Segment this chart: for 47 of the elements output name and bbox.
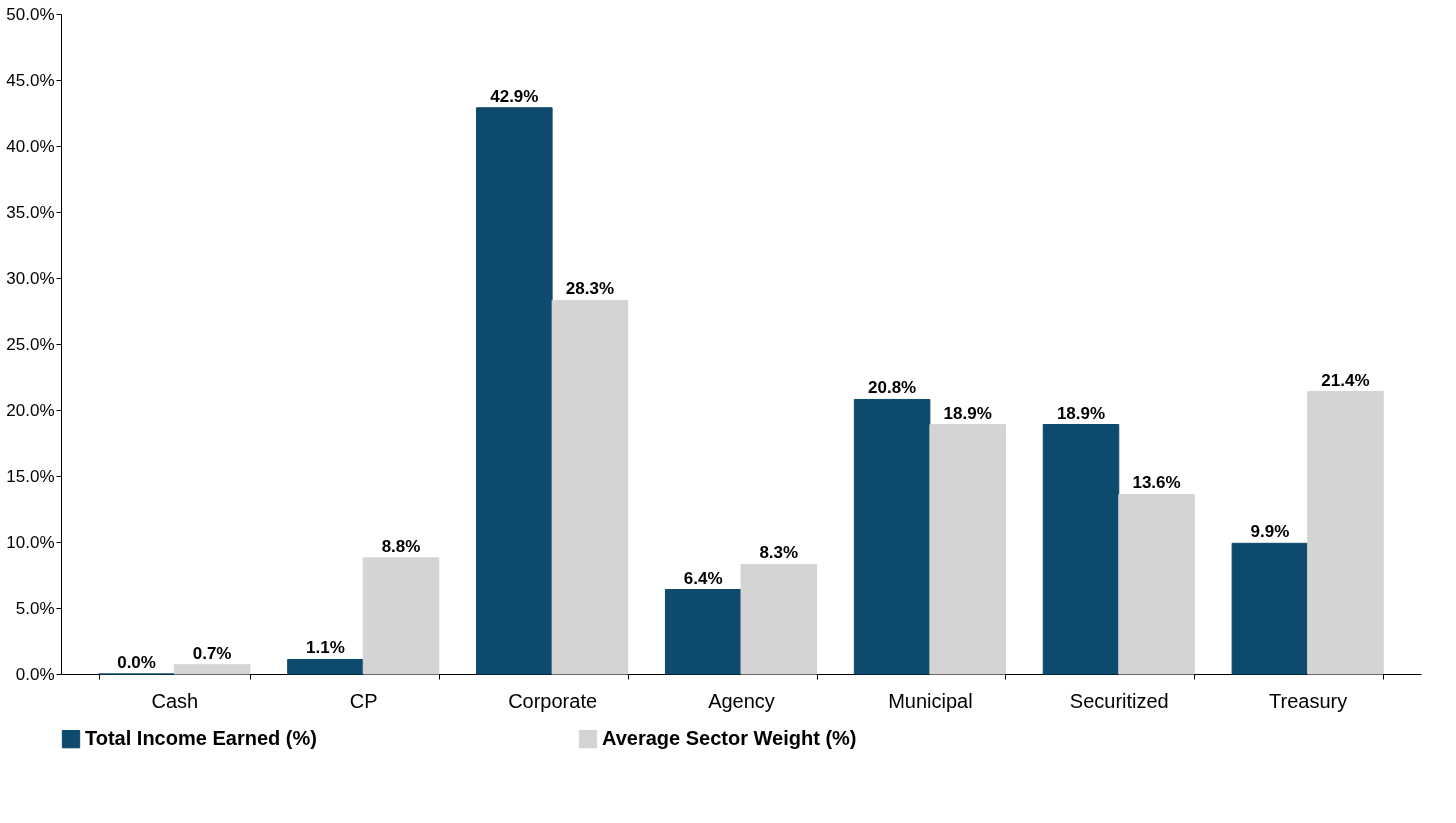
bar [1231, 542, 1309, 675]
bar [287, 658, 364, 675]
x-tick-label: Municipal [888, 689, 973, 712]
legend-label: Average Sector Weight (%) [602, 727, 857, 750]
data-label: 8.3% [759, 543, 799, 563]
data-label: 42.9% [490, 86, 539, 106]
bar [929, 424, 1006, 675]
legend-label: Total Income Earned (%) [85, 727, 317, 750]
x-tick-label: Corporate [508, 689, 598, 712]
x-tick-label: Cash [151, 689, 199, 712]
y-tick-label: 40.0% [6, 136, 55, 156]
bar [362, 557, 440, 675]
data-label: 21.4% [1321, 370, 1370, 390]
data-label: 0.0% [117, 653, 156, 672]
bar [1118, 493, 1195, 675]
data-label: 8.8% [381, 536, 421, 556]
data-label: 18.9% [943, 403, 992, 423]
bar [853, 398, 931, 675]
data-label: 13.6% [1132, 473, 1181, 493]
x-tick-label: Treasury [1269, 689, 1348, 712]
bar [1042, 424, 1120, 675]
data-label: 0.7% [192, 643, 232, 663]
x-tick-label: Agency [708, 689, 775, 712]
data-label: 18.9% [1056, 403, 1106, 423]
data-label: 28.3% [565, 279, 614, 299]
bar [1307, 391, 1384, 675]
x-tick-label: CP [349, 689, 378, 712]
y-tick-label: 15.0% [6, 466, 55, 486]
y-tick-label: 30.0% [6, 268, 55, 288]
y-tick-label: 10.0% [6, 532, 55, 552]
data-label: 9.9% [1250, 522, 1290, 542]
data-label: 1.1% [306, 638, 345, 658]
y-tick-label: 25.0% [6, 334, 55, 354]
y-tick-label: 20.0% [6, 400, 55, 420]
y-tick-label: 0.0% [15, 664, 55, 684]
bar [476, 107, 553, 675]
y-tick-label: 45.0% [6, 70, 55, 90]
data-label: 6.4% [683, 568, 723, 588]
y-tick-label: 50.0% [6, 4, 55, 24]
bar [740, 563, 818, 675]
data-label: 20.8% [868, 378, 917, 398]
bar [173, 664, 251, 675]
bar [664, 589, 742, 675]
y-tick-label: 5.0% [15, 598, 55, 618]
bar [551, 299, 629, 675]
x-tick-label: Securitized [1069, 689, 1169, 712]
y-tick-label: 35.0% [6, 202, 55, 222]
